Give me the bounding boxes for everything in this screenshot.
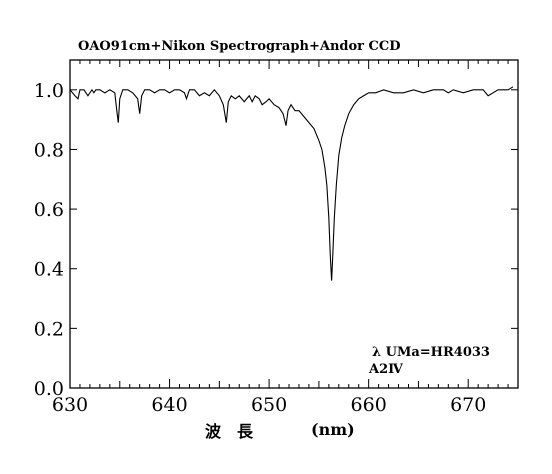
- y-tick-label: 0.4: [34, 259, 64, 281]
- y-tick-label: 0.2: [34, 318, 64, 340]
- plot-frame: [69, 59, 519, 389]
- chart-title: OAO91cm+Nikon Spectrograph+Andor CCD: [78, 39, 401, 54]
- x-axis-unit: (nm): [311, 420, 355, 439]
- spectrum-line-series: [69, 86, 514, 281]
- y-tick-label: 0.0: [34, 378, 64, 400]
- x-tick-label: 660: [351, 394, 387, 416]
- x-tick-label: 640: [151, 394, 187, 416]
- y-tick-label: 0.8: [34, 139, 64, 161]
- x-tick-label: 630: [52, 394, 88, 416]
- y-tick-label: 0.6: [34, 199, 64, 221]
- y-axis: 0.0 0.2 0.4 0.6 0.8 1.0: [34, 80, 518, 400]
- x-tick-label: 670: [450, 394, 486, 416]
- x-tick-label: 650: [251, 394, 287, 416]
- x-axis-label: 波 長: [205, 422, 254, 441]
- annotation-spectral-type: A2Ⅳ: [368, 362, 403, 377]
- y-tick-label: 1.0: [34, 80, 64, 102]
- x-axis: 630 640 650 660 670: [52, 60, 519, 416]
- annotation-star-name: λ UMa=HR4033: [372, 345, 490, 360]
